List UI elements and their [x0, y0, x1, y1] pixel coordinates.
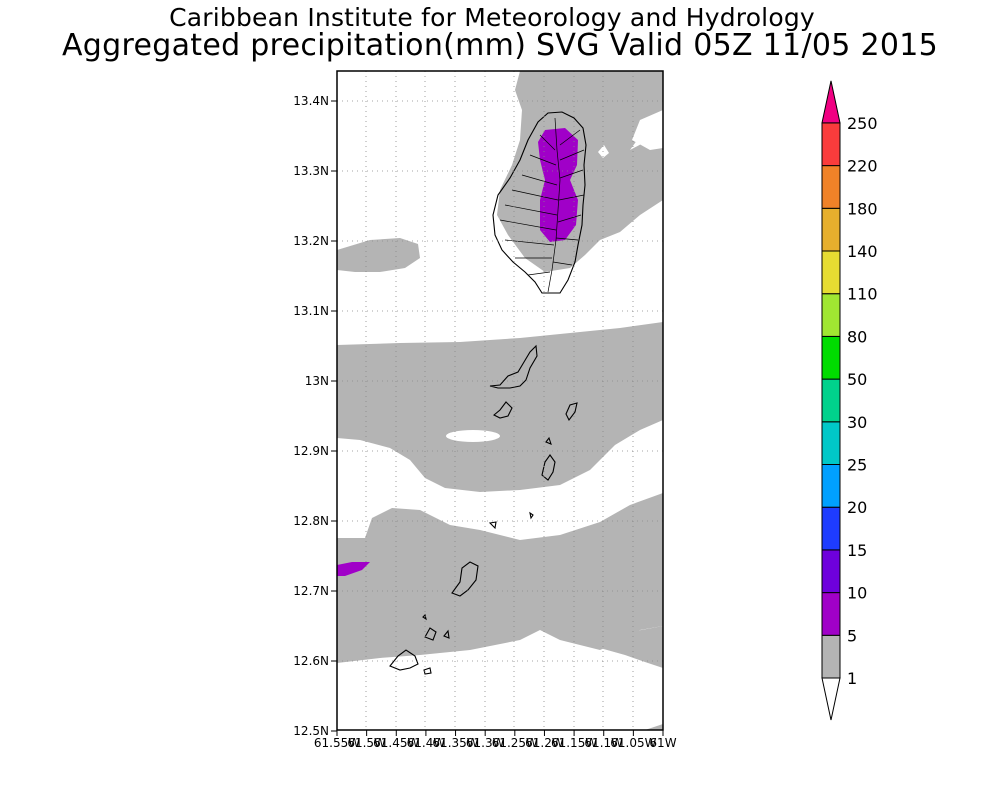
- lat-tick-label: 13N: [305, 374, 329, 388]
- colorbar-segment: [821, 207, 841, 252]
- map-frame: [336, 70, 664, 731]
- colorbar-level-label: 220: [847, 157, 878, 176]
- colorbar-segment: [821, 122, 841, 167]
- lat-tick-label: 12.9N: [293, 444, 329, 458]
- lon-tick-label: 61.3W: [466, 736, 505, 750]
- colorbar-bottom-arrow: [821, 677, 841, 721]
- latitude-axis: 13.4N 13.3N 13.2N 13.1N 13N 12.9N 12.8N 12.7N 12…: [293, 94, 337, 738]
- colorbar-segment: [821, 506, 841, 551]
- colorbar-level-label: 140: [847, 242, 878, 261]
- colorbar-segment: [821, 250, 841, 295]
- lat-tick-label: 13.2N: [293, 234, 329, 248]
- lat-tick-label: 13.1N: [293, 304, 329, 318]
- lat-tick-label: 12.8N: [293, 514, 329, 528]
- lat-tick-label: 13.4N: [293, 94, 329, 108]
- lat-tick-label: 12.7N: [293, 584, 329, 598]
- colorbar-level-label: 20: [847, 498, 867, 517]
- colorbar-segment: [821, 464, 841, 508]
- lon-tick-label: 61.2W: [525, 736, 564, 750]
- colorbar-level-label: 10: [847, 584, 867, 603]
- saint-vincent-island: [492, 111, 587, 294]
- colorbar-level-label: 180: [847, 199, 878, 218]
- colorbar-level-label: 25: [847, 456, 867, 475]
- colorbar-segment: [821, 421, 841, 465]
- no-precip-gaps: [446, 120, 663, 442]
- colorbar-segment: [821, 592, 841, 636]
- lon-tick-label: 61.4W: [407, 736, 446, 750]
- colorbar-level-label: 80: [847, 327, 867, 346]
- colorbar-segment: [821, 634, 841, 679]
- colorbar-level-label: 1: [847, 669, 857, 688]
- grenadine-islands: [389, 344, 578, 675]
- lat-tick-label: 12.5N: [293, 724, 329, 738]
- map-title: Aggregated precipitation(mm) SVG Valid 0…: [61, 28, 939, 63]
- colorbar-segment: [821, 335, 841, 380]
- lon-tick-label: 61.5W: [347, 736, 386, 750]
- colorbar-level-label: 5: [847, 626, 857, 645]
- lon-tick-label: 61.55W: [314, 736, 360, 750]
- lon-tick-label: 61.45W: [373, 736, 419, 750]
- lat-tick-label: 13.3N: [293, 164, 329, 178]
- lon-tick-label: 61.1W: [584, 736, 623, 750]
- lon-tick-label: 61.25W: [492, 736, 538, 750]
- colorbar-top-arrow: [821, 80, 841, 124]
- lon-tick-label: 61.15W: [551, 736, 597, 750]
- lon-tick-label: 61.05W: [610, 736, 656, 750]
- lon-tick-label: 61.35W: [432, 736, 478, 750]
- colorbar-level-label: 50: [847, 370, 867, 389]
- colorbar-segment: [821, 549, 841, 594]
- colorbar-segment: [821, 165, 841, 209]
- lon-tick-label: 61W: [649, 736, 676, 750]
- colorbar-level-label: 15: [847, 541, 867, 560]
- map-panel: [337, 71, 663, 730]
- precip-1-5mm-field: [337, 71, 663, 730]
- colorbar-level-label: 30: [847, 413, 867, 432]
- colorbar-segment: [821, 293, 841, 337]
- lat-tick-label: 12.6N: [293, 654, 329, 668]
- colorbar-level-label: 110: [847, 285, 878, 304]
- longitude-axis: 61.55W61.5W61.45W61.4W61.35W61.3W61.25W6…: [314, 730, 677, 750]
- colorbar-segment: [821, 378, 841, 423]
- colorbar-level-label: 250: [847, 114, 878, 133]
- institute-title: Caribbean Institute for Meteorology and …: [169, 3, 815, 32]
